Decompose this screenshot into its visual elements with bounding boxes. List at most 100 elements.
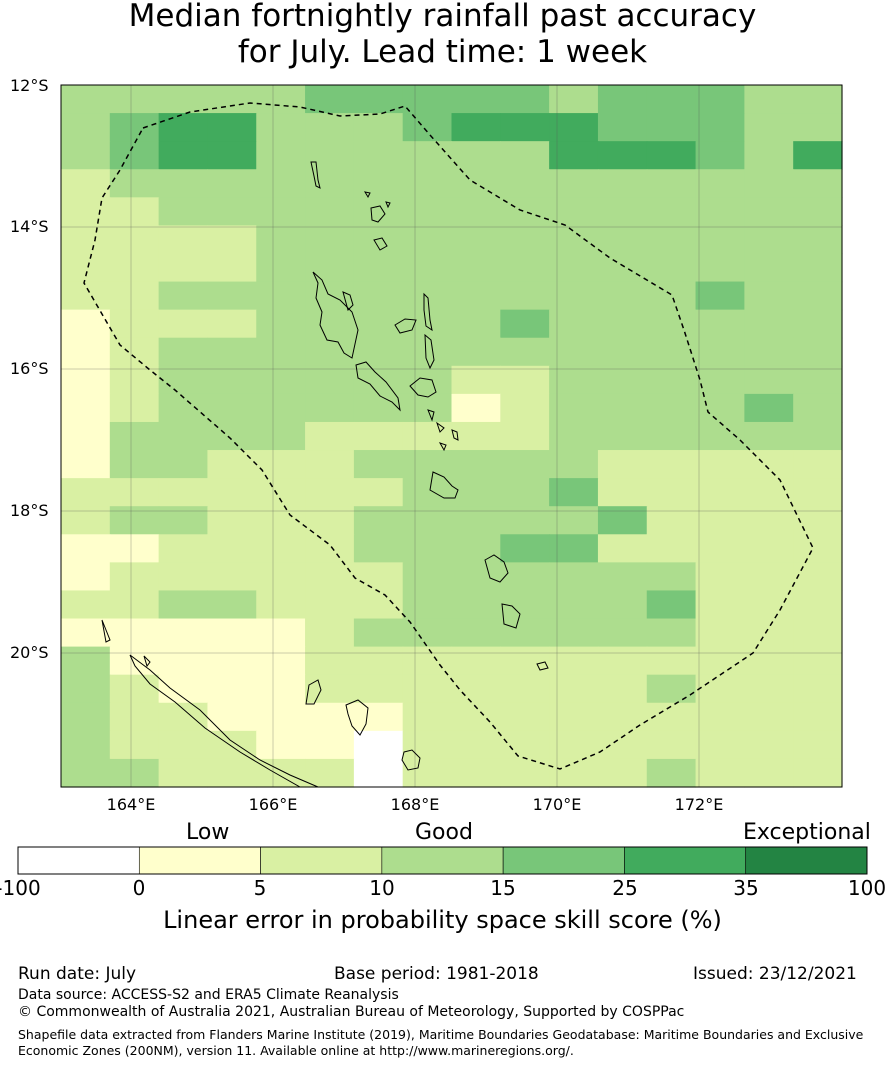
colorbar-tick: 10	[369, 876, 395, 900]
grid-cell	[549, 337, 599, 367]
grid-cell	[402, 478, 453, 507]
grid-cell	[500, 141, 550, 170]
grid-cell	[61, 253, 111, 283]
grid-cell	[402, 590, 453, 620]
grid-cell	[793, 421, 843, 451]
grid-cell	[402, 730, 453, 760]
grid-cell	[549, 562, 599, 592]
grid-cell	[744, 421, 794, 451]
grid-cell	[109, 758, 160, 788]
grid-cell	[207, 590, 257, 620]
grid-cell	[256, 113, 306, 142]
grid-cell	[256, 197, 306, 226]
grid-cell	[256, 478, 306, 507]
grid-cell	[793, 450, 843, 479]
colorbar-segment	[17, 846, 140, 875]
grid-cell	[109, 253, 160, 283]
grid-cell	[256, 225, 306, 255]
grid-cell	[549, 393, 599, 423]
grid-cell	[61, 197, 111, 226]
grid-cell	[305, 225, 355, 255]
grid-cell	[451, 590, 501, 620]
grid-cell	[109, 141, 160, 170]
grid-cell	[793, 309, 843, 339]
grid-cell	[500, 702, 550, 732]
grid-cell	[744, 113, 794, 142]
grid-cell	[500, 393, 550, 423]
grid-cell	[256, 85, 306, 114]
grid-cell	[353, 674, 404, 704]
grid-cell	[353, 730, 404, 760]
grid-cell	[402, 253, 453, 283]
grid-cell	[207, 758, 257, 788]
grid-cell	[793, 337, 843, 367]
grid-cell	[402, 225, 453, 255]
grid-cell	[109, 337, 160, 367]
grid-cell	[109, 618, 160, 648]
grid-cell	[744, 197, 794, 226]
grid-cell	[695, 309, 745, 339]
grid-cell	[305, 337, 355, 367]
grid-cell	[207, 225, 257, 255]
grid-cell	[793, 393, 843, 423]
grid-cell	[597, 365, 648, 395]
lat-label: 18°S	[10, 501, 49, 520]
grid-cell	[695, 169, 745, 198]
grid-cell	[158, 646, 209, 676]
grid-cell	[256, 450, 306, 479]
colorbar-segment	[260, 846, 383, 875]
grid-cell	[793, 478, 843, 507]
grid-cell	[744, 590, 794, 620]
run-date: Run date: July	[18, 964, 137, 984]
grid-cell	[305, 85, 355, 114]
category-good: Good	[415, 820, 473, 845]
grid-cell	[61, 758, 111, 788]
colorbar-segment	[502, 846, 625, 875]
grid-cell	[256, 337, 306, 367]
lon-label: 166°E	[248, 795, 298, 814]
grid-cell	[549, 534, 599, 563]
grid-cell	[549, 646, 599, 676]
grid-cell	[451, 646, 501, 676]
grid-cell	[305, 141, 355, 170]
grid-cell	[500, 730, 550, 760]
grid-cell	[549, 618, 599, 648]
grid-cell	[500, 253, 550, 283]
grid-cell	[207, 618, 257, 648]
grid-cell	[402, 113, 453, 142]
grid-cell	[353, 450, 404, 479]
grid-cell	[500, 113, 550, 142]
grid-cell	[597, 758, 648, 788]
grid-cell	[744, 450, 794, 479]
lat-label: 14°S	[10, 217, 49, 236]
copyright: © Commonwealth of Australia 2021, Austra…	[18, 1004, 685, 1020]
lon-label: 168°E	[390, 795, 440, 814]
grid-cell	[158, 141, 209, 170]
grid-cell	[744, 393, 794, 423]
grid-cell	[597, 85, 648, 114]
grid-cell	[646, 618, 697, 648]
grid-cell	[695, 281, 745, 311]
grid-cell	[597, 730, 648, 760]
grid-cell	[305, 758, 355, 788]
grid-cell	[451, 309, 501, 339]
grid-cell	[500, 225, 550, 255]
grid-cell	[695, 337, 745, 367]
grid-cell	[402, 758, 453, 788]
grid-cell	[695, 534, 745, 563]
grid-cell	[500, 309, 550, 339]
grid-cell	[646, 225, 697, 255]
grid-cell	[500, 646, 550, 676]
grid-cell	[695, 365, 745, 395]
grid-cell	[109, 702, 160, 732]
skill-map	[60, 84, 843, 788]
grid-cell	[402, 141, 453, 170]
grid-cell	[500, 618, 550, 648]
grid-cell	[549, 225, 599, 255]
base-period: Base period: 1981-2018	[334, 964, 539, 984]
grid-cell	[207, 534, 257, 563]
colorbar-tick: 15	[490, 876, 516, 900]
colorbar-label: Linear error in probability space skill …	[163, 906, 722, 934]
grid-cell	[646, 309, 697, 339]
grid-cell	[158, 393, 209, 423]
